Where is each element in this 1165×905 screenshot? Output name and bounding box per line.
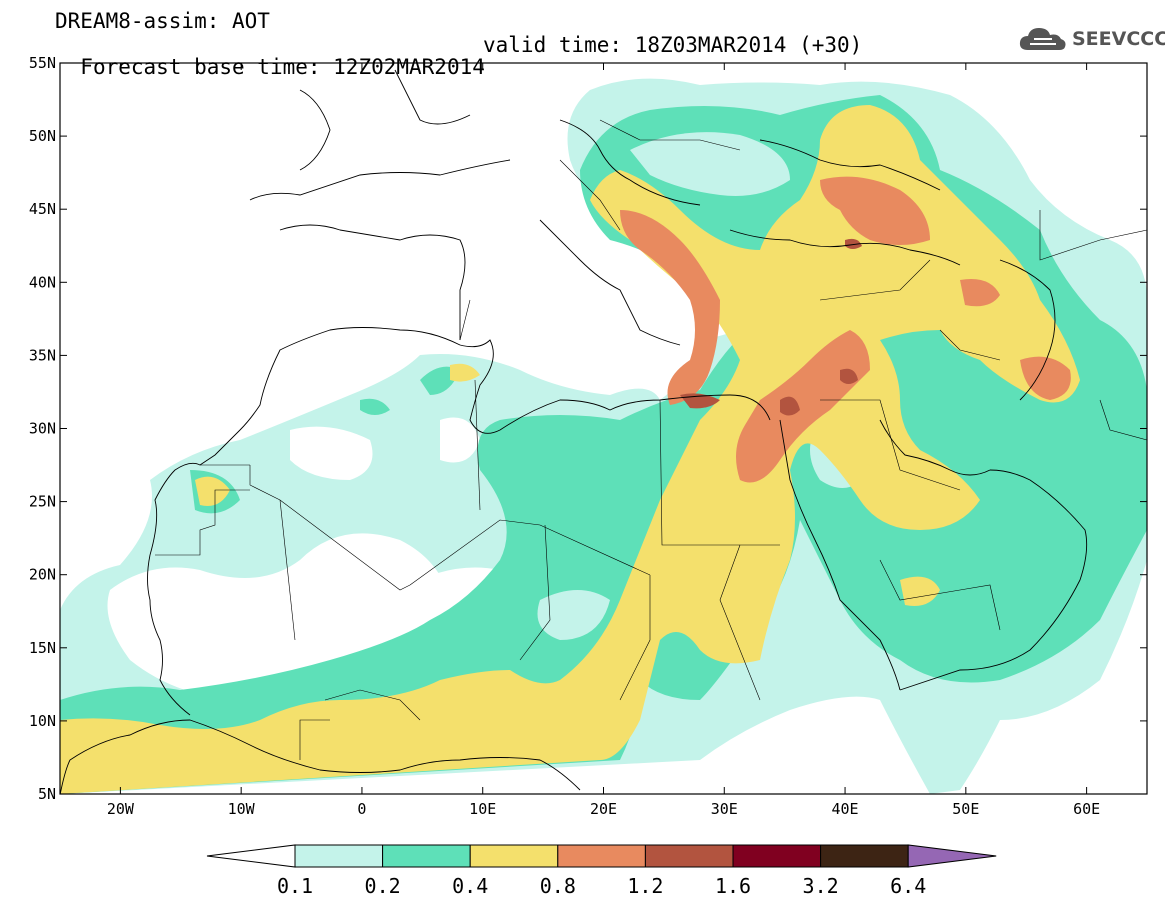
- colorbar-swatch: [732, 844, 822, 868]
- forecast-times: Forecast base time: 12Z02MAR2014 valid t…: [55, 34, 862, 100]
- country-borders: [155, 119, 1147, 760]
- aot-level-0.8: [620, 176, 1071, 483]
- lat-tick-label: 50N: [29, 127, 56, 145]
- lon-tick-label: 20E: [590, 800, 617, 818]
- lat-tick-label: 10N: [29, 712, 56, 730]
- colorbar-label: 0.2: [365, 874, 401, 898]
- lat-tick-label: 45N: [29, 200, 56, 218]
- valid-time: valid time: 18Z03MAR2014 (+30): [483, 33, 863, 57]
- lat-tick-label: 15N: [29, 639, 56, 657]
- colorbar-label: 3.2: [803, 874, 839, 898]
- cloud-icon: [1019, 28, 1066, 50]
- aot-field: [60, 78, 1147, 794]
- colorbar-over-arrow: [907, 844, 997, 868]
- lon-tick-label: 50E: [952, 800, 979, 818]
- lon-tick-label: 30E: [711, 800, 738, 818]
- lon-tick-label: 60E: [1073, 800, 1100, 818]
- chart-title: DREAM8-assim: AOT: [55, 9, 270, 33]
- colorbar-label: 0.4: [452, 874, 488, 898]
- seevccc-logo: SEEVCCC: [1018, 24, 1165, 54]
- lat-tick-label: 20N: [29, 566, 56, 584]
- lat-tick-label: 40N: [29, 273, 56, 291]
- aot-level-0.4: [60, 105, 1080, 794]
- colorbar-label: 1.6: [715, 874, 751, 898]
- lon-tick-label: 10W: [228, 800, 256, 818]
- colorbar-swatch: [469, 844, 559, 868]
- lat-tick-label: 5N: [38, 785, 56, 803]
- lat-tick-label: 35N: [29, 346, 56, 364]
- lon-tick-label: 0: [357, 800, 366, 818]
- base-time: Forecast base time: 12Z02MAR2014: [80, 55, 485, 79]
- colorbar-label: 0.8: [540, 874, 576, 898]
- lat-tick-label: 30N: [29, 420, 56, 438]
- colorbar-swatch: [294, 844, 384, 868]
- lon-tick-label: 40E: [832, 800, 859, 818]
- lon-tick-label: 10E: [469, 800, 496, 818]
- lat-tick-label: 55N: [29, 54, 56, 72]
- axis-ticks: 55N 50N 45N 40N 35N 30N 25N 20N 15N 10N 5N 20W 10W 0 1…: [29, 54, 1147, 818]
- colorbar-label: 1.2: [627, 874, 663, 898]
- lon-tick-label: 20W: [107, 800, 135, 818]
- logo-text: SEEVCCC: [1072, 28, 1165, 50]
- colorbar-under-arrow: [206, 844, 296, 868]
- lat-tick-label: 25N: [29, 493, 56, 511]
- colorbar-label: 0.1: [277, 874, 313, 898]
- colorbar-label: 6.4: [890, 874, 926, 898]
- colorbar-swatch: [820, 844, 909, 868]
- colorbar-swatch: [557, 844, 646, 868]
- colorbar: 0.1 0.2 0.4 0.8 1.2 1.6 3.2 6.4: [206, 844, 997, 898]
- colorbar-swatch: [644, 844, 734, 868]
- colorbar-swatch: [382, 844, 471, 868]
